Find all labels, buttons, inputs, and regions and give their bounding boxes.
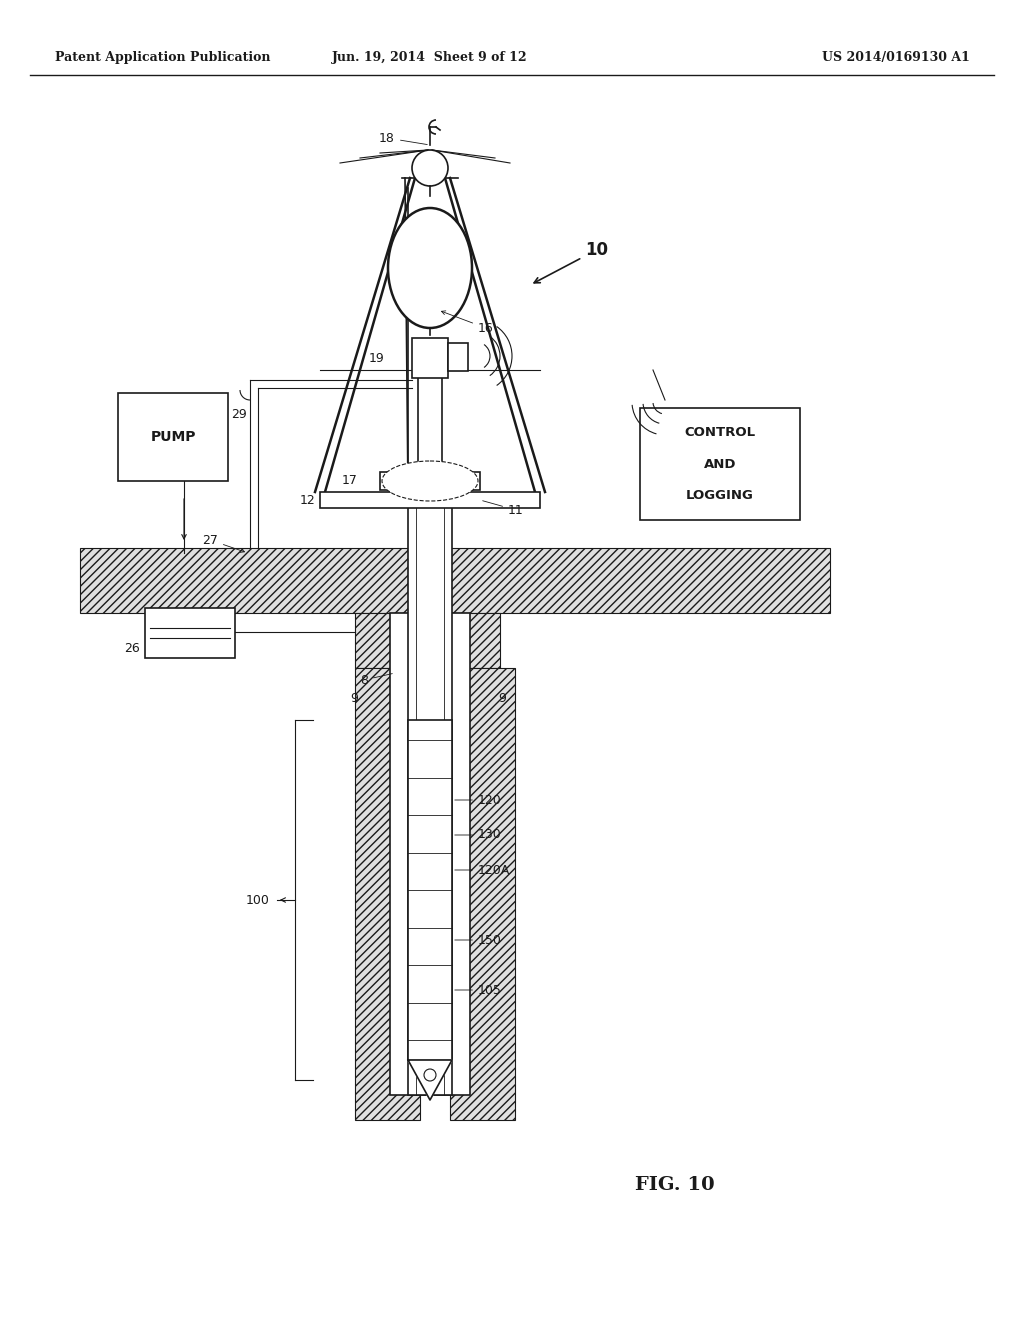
Text: 26: 26 bbox=[124, 642, 140, 655]
Text: 150: 150 bbox=[455, 933, 502, 946]
Text: 8: 8 bbox=[360, 673, 392, 686]
Bar bbox=[355, 612, 406, 668]
Text: 16: 16 bbox=[441, 310, 494, 334]
Text: 29: 29 bbox=[231, 408, 247, 421]
Text: 27: 27 bbox=[202, 533, 245, 552]
Text: Patent Application Publication: Patent Application Publication bbox=[55, 51, 270, 65]
Text: 17: 17 bbox=[342, 474, 358, 487]
Text: 10: 10 bbox=[535, 242, 608, 282]
Bar bbox=[319, 492, 540, 508]
Text: 130: 130 bbox=[455, 829, 502, 842]
Text: 100: 100 bbox=[246, 894, 270, 907]
Ellipse shape bbox=[382, 461, 478, 502]
Bar bbox=[465, 612, 500, 668]
Bar bbox=[145, 609, 234, 657]
Polygon shape bbox=[408, 1060, 452, 1100]
Bar bbox=[412, 338, 449, 378]
Bar bbox=[80, 548, 830, 612]
Text: FIG. 10: FIG. 10 bbox=[635, 1176, 715, 1195]
Bar bbox=[380, 473, 480, 490]
Text: 19: 19 bbox=[369, 351, 384, 364]
Text: 12: 12 bbox=[299, 494, 315, 507]
Text: CONTROL: CONTROL bbox=[684, 426, 756, 440]
Text: AND: AND bbox=[703, 458, 736, 470]
Text: 11: 11 bbox=[482, 500, 523, 516]
Text: 18: 18 bbox=[379, 132, 427, 145]
Ellipse shape bbox=[412, 150, 449, 186]
Bar bbox=[408, 490, 452, 1096]
Bar bbox=[640, 408, 800, 520]
Text: 9: 9 bbox=[498, 692, 506, 705]
Bar bbox=[390, 612, 470, 1096]
Text: PUMP: PUMP bbox=[151, 430, 196, 444]
Text: 9: 9 bbox=[350, 692, 358, 705]
Bar bbox=[118, 393, 228, 480]
Ellipse shape bbox=[424, 1069, 436, 1081]
Bar bbox=[355, 668, 420, 1119]
Bar bbox=[450, 668, 515, 1119]
Bar bbox=[449, 343, 468, 371]
Ellipse shape bbox=[388, 209, 472, 327]
Text: 105: 105 bbox=[455, 983, 502, 997]
Text: LOGGING: LOGGING bbox=[686, 488, 754, 502]
Text: US 2014/0169130 A1: US 2014/0169130 A1 bbox=[822, 51, 970, 65]
Text: Jun. 19, 2014  Sheet 9 of 12: Jun. 19, 2014 Sheet 9 of 12 bbox=[332, 51, 527, 65]
Text: 120: 120 bbox=[455, 793, 502, 807]
Bar bbox=[408, 719, 452, 1060]
Text: 120A: 120A bbox=[455, 863, 510, 876]
